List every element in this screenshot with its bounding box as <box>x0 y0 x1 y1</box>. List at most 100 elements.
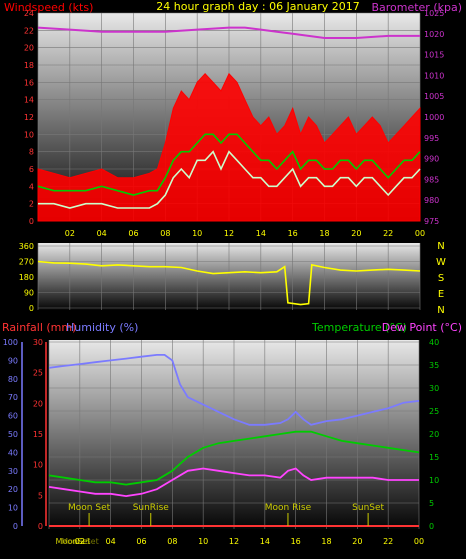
dew-point-series <box>48 467 419 498</box>
barometer-axis-title: Barometer (kpa) <box>371 1 462 14</box>
temperature-axis-title: Temperature (°C) <box>311 321 407 334</box>
barometer-y-tick: 1020 <box>424 30 444 39</box>
time-x-tick: 08 <box>160 229 170 238</box>
wind-gust-series <box>37 72 421 222</box>
time-x-tick: 08 <box>167 537 177 546</box>
direction-y-tick: 180 <box>19 273 34 282</box>
time-x-tick: 00 <box>415 229 425 238</box>
direction-y-tick: 0 <box>29 304 34 313</box>
humidity-y-tick: 40 <box>8 448 18 457</box>
temperature-y-tick: 5 <box>429 499 434 508</box>
time-x-tick: 16 <box>291 537 301 546</box>
wind-y-tick: 10 <box>24 130 34 139</box>
time-x-tick: 14 <box>260 537 270 546</box>
barometer-y-tick: 1000 <box>424 113 444 122</box>
wind-y-tick: 18 <box>24 61 34 70</box>
compass-label: N <box>437 305 444 316</box>
event-label-bottom: Moon Set <box>61 537 98 546</box>
temperature-y-tick: 35 <box>429 361 439 370</box>
time-x-tick: 18 <box>321 537 331 546</box>
barometer-y-tick: 985 <box>424 175 439 184</box>
time-x-tick: 12 <box>229 537 239 546</box>
humidity-y-tick: 10 <box>8 504 18 513</box>
humidity-y-tick: 60 <box>8 412 18 421</box>
humidity-y-tick: 80 <box>8 375 18 384</box>
time-x-tick: 10 <box>198 537 208 546</box>
temperature-y-tick: 0 <box>429 522 434 531</box>
compass-label: S <box>438 273 444 284</box>
rainfall-y-tick: 30 <box>33 338 43 347</box>
wind-y-tick: 8 <box>29 148 34 157</box>
temperature-y-tick: 30 <box>429 384 439 393</box>
rainfall-y-tick: 0 <box>38 522 43 531</box>
time-x-tick: 12 <box>224 229 234 238</box>
temperature-y-tick: 10 <box>429 476 439 485</box>
event-label: SunRise <box>133 503 170 513</box>
wind-average-series <box>37 133 421 196</box>
wind-y-tick: 2 <box>29 200 34 209</box>
humidity-y-tick: 90 <box>8 356 18 365</box>
barometer-y-tick: 980 <box>424 196 439 205</box>
temperature-series <box>48 430 420 486</box>
wind-direction-series <box>37 260 421 306</box>
time-x-tick: 02 <box>65 229 75 238</box>
humidity-y-tick: 30 <box>8 467 18 476</box>
humidity-y-tick: 20 <box>8 485 18 494</box>
temperature-y-tick: 15 <box>429 453 439 462</box>
event-label: SunSet <box>352 503 384 513</box>
humidity-y-tick: 0 <box>13 522 18 531</box>
wind-y-tick: 12 <box>24 113 34 122</box>
time-x-tick: 22 <box>383 229 393 238</box>
time-x-tick: 02 <box>75 537 85 546</box>
time-x-tick: 14 <box>256 229 266 238</box>
direction-y-tick: 270 <box>19 258 34 267</box>
time-x-tick: 06 <box>128 229 138 238</box>
event-label-bottom: MoonSet <box>56 537 91 546</box>
wind-y-tick: 4 <box>29 182 34 191</box>
wind-y-tick: 14 <box>24 96 34 105</box>
barometer-y-tick: 990 <box>424 155 439 164</box>
time-x-tick: 06 <box>136 537 146 546</box>
humidity-y-tick: 100 <box>3 338 18 347</box>
time-x-tick: 20 <box>352 537 362 546</box>
event-label: Moon Rise <box>265 503 312 513</box>
barometer-y-tick: 1025 <box>424 9 444 18</box>
wind-speed-series <box>38 150 421 209</box>
humidity-y-tick: 70 <box>8 393 18 402</box>
humidity-series <box>48 354 420 426</box>
rainfall-y-tick: 25 <box>33 369 43 378</box>
wind-y-tick: 6 <box>29 165 34 174</box>
time-x-tick: 04 <box>106 537 116 546</box>
wind-y-tick: 22 <box>24 26 34 35</box>
temperature-y-tick: 20 <box>429 430 439 439</box>
rainfall-y-tick: 15 <box>33 430 43 439</box>
direction-y-tick: 90 <box>24 289 34 298</box>
compass-label: N <box>437 241 444 252</box>
temperature-y-tick: 25 <box>429 407 439 416</box>
wind-y-tick: 0 <box>29 217 34 226</box>
time-x-tick: 04 <box>97 229 107 238</box>
barometer-series <box>37 26 420 39</box>
rainfall-y-tick: 5 <box>38 491 43 500</box>
direction-y-tick: 360 <box>19 242 34 251</box>
time-x-tick: 18 <box>319 229 329 238</box>
time-x-tick: 20 <box>351 229 361 238</box>
rainfall-y-tick: 10 <box>33 461 43 470</box>
time-x-tick: 22 <box>383 537 393 546</box>
temperature-y-tick: 40 <box>429 338 439 347</box>
event-label: Moon Set <box>68 503 111 513</box>
graph-title: 24 hour graph day : 06 January 2017 <box>156 0 360 13</box>
wind-y-tick: 24 <box>24 9 34 18</box>
wind-y-tick: 16 <box>24 78 34 87</box>
dewpoint-axis-title: Dew Point (°C) <box>382 321 462 334</box>
wind-y-tick: 20 <box>24 44 34 53</box>
time-x-tick: 16 <box>288 229 298 238</box>
time-x-tick: 10 <box>192 229 202 238</box>
barometer-y-tick: 995 <box>424 134 439 143</box>
humidity-y-tick: 50 <box>8 430 18 439</box>
compass-label: W <box>436 257 446 268</box>
barometer-y-tick: 1015 <box>424 51 444 60</box>
rainfall-axis-title: Rainfall (mm) <box>2 321 76 334</box>
